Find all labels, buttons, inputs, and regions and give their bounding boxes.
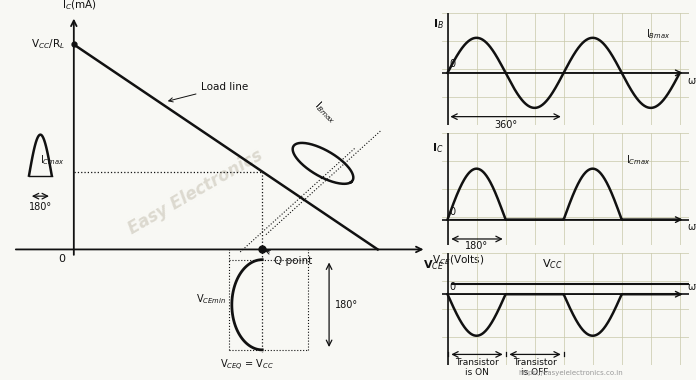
Text: Q point: Q point [266,250,313,266]
Text: 360°: 360° [494,120,517,130]
Text: I$_{Cmax}$: I$_{Cmax}$ [626,154,651,167]
Text: V$_{CC}$: V$_{CC}$ [541,258,562,271]
Text: ωt: ωt [687,76,696,86]
Text: Load line: Load line [168,82,248,102]
Text: 0: 0 [450,59,455,69]
Text: 0: 0 [58,253,65,264]
Text: ωt: ωt [687,282,696,292]
Text: Transistor
is ON: Transistor is ON [454,358,498,377]
Text: ωt: ωt [687,222,696,232]
Text: Transistor
is OFF: Transistor is OFF [513,358,557,377]
Text: I$_C$(mA): I$_C$(mA) [63,0,97,12]
Text: V$_{CEQ}$ = V$_{CC}$: V$_{CEQ}$ = V$_{CC}$ [220,358,274,373]
Text: https://easyelelectronics.co.in: https://easyelelectronics.co.in [519,370,623,376]
Text: 0: 0 [450,282,455,292]
Text: I$_C$: I$_C$ [432,141,444,155]
Text: 180°: 180° [465,241,488,251]
Text: V$_{CE}$: V$_{CE}$ [422,258,444,272]
Text: I$_{Bmax}$: I$_{Bmax}$ [646,27,670,41]
Text: V$_{CEmin}$: V$_{CEmin}$ [196,292,226,306]
Text: I$_{Cmax}$: I$_{Cmax}$ [40,154,65,168]
Text: 180°: 180° [29,202,52,212]
Text: 180°: 180° [335,300,358,310]
Text: V$_{CE}$(Volts): V$_{CE}$(Volts) [432,253,484,267]
Text: I$_B$: I$_B$ [433,17,444,31]
Text: I$_{Bmax}$: I$_{Bmax}$ [311,98,339,127]
Text: V$_{CC}$/R$_L$: V$_{CC}$/R$_L$ [31,38,65,51]
Text: Easy Electronics: Easy Electronics [125,146,266,238]
Text: 0: 0 [450,207,455,217]
